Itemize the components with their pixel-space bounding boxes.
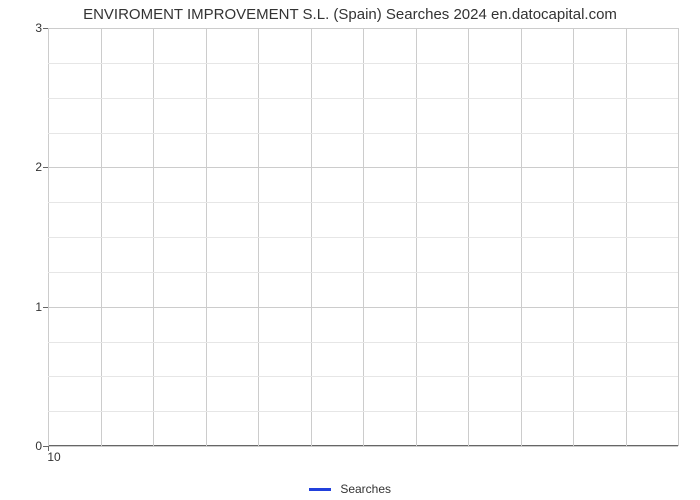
x-tick-label: 10 [47, 450, 60, 464]
grid-line-horizontal-major [48, 307, 678, 308]
legend-swatch [309, 488, 331, 491]
plot-area [48, 28, 678, 446]
y-tick-mark [43, 167, 48, 168]
chart-title: ENVIROMENT IMPROVEMENT S.L. (Spain) Sear… [0, 6, 700, 23]
grid-line-horizontal-minor [48, 202, 678, 203]
y-tick-mark [43, 28, 48, 29]
y-tick-label: 1 [18, 300, 42, 314]
chart-container: ENVIROMENT IMPROVEMENT S.L. (Spain) Sear… [0, 0, 700, 500]
grid-line-horizontal-minor [48, 342, 678, 343]
grid-line-horizontal-major [48, 28, 678, 29]
grid-line-horizontal-minor [48, 98, 678, 99]
grid-line-horizontal-minor [48, 411, 678, 412]
grid-line-horizontal-minor [48, 237, 678, 238]
y-tick-label: 3 [18, 21, 42, 35]
legend-label: Searches [340, 482, 391, 496]
grid-line-horizontal-minor [48, 63, 678, 64]
legend: Searches [0, 481, 700, 496]
grid-line-horizontal-minor [48, 376, 678, 377]
grid-line-vertical [678, 28, 679, 446]
y-tick-mark [43, 307, 48, 308]
y-tick-label: 0 [18, 439, 42, 453]
y-tick-label: 2 [18, 160, 42, 174]
grid-line-horizontal-major [48, 167, 678, 168]
grid-line-horizontal-minor [48, 272, 678, 273]
x-tick-mark [48, 446, 49, 451]
grid-line-horizontal-major [48, 446, 678, 447]
grid-line-horizontal-minor [48, 133, 678, 134]
